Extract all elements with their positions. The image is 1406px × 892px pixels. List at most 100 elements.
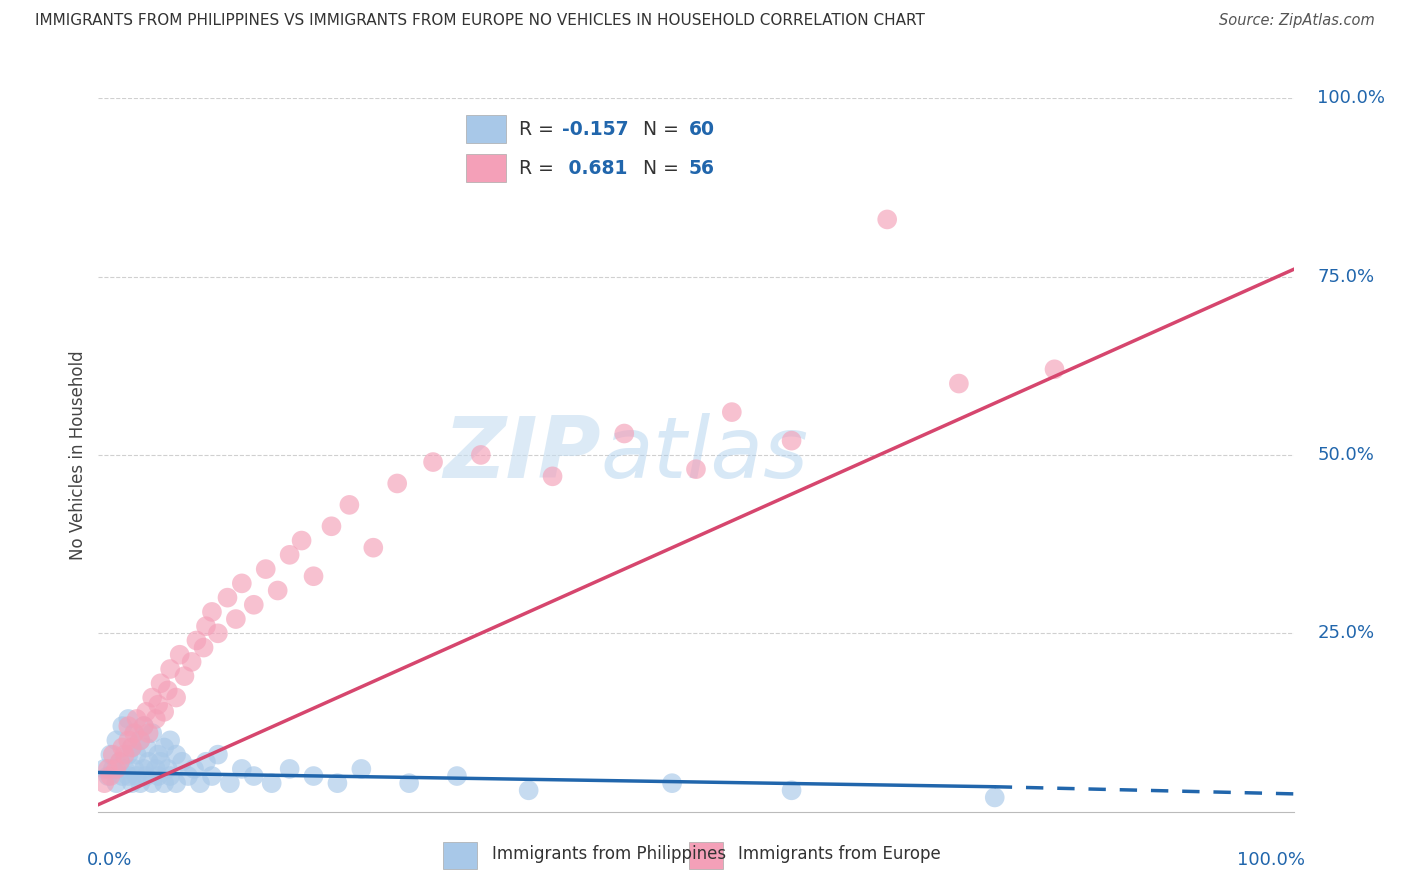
Point (302, 769, 325, 783)
Point (165, 747, 187, 762)
Text: 0.0%: 0.0% (87, 851, 132, 869)
Point (121, 776, 143, 790)
Point (93, 776, 115, 790)
Point (780, 783, 803, 797)
Bar (443, 842, 478, 869)
Point (132, 719, 155, 733)
Point (124, 762, 146, 776)
Point (159, 662, 181, 676)
Text: R =: R = (519, 159, 560, 178)
Point (398, 776, 420, 790)
Point (111, 740, 134, 755)
Text: atlas: atlas (600, 413, 808, 497)
Point (105, 762, 128, 776)
Text: 0.681: 0.681 (562, 159, 627, 178)
Point (173, 669, 195, 683)
Point (169, 648, 191, 662)
Point (141, 776, 163, 790)
Point (114, 747, 136, 762)
Point (385, 476, 409, 491)
Point (101, 747, 124, 762)
Point (217, 591, 239, 605)
Point (219, 776, 242, 790)
Point (326, 776, 349, 790)
Point (125, 712, 148, 726)
Point (138, 726, 160, 740)
Point (129, 776, 152, 790)
Point (105, 733, 128, 747)
Point (780, 434, 803, 448)
Point (188, 776, 211, 790)
Point (111, 719, 134, 733)
Point (983, 790, 1005, 805)
Point (141, 726, 163, 740)
Point (125, 769, 148, 783)
Point (111, 769, 134, 783)
Point (613, 426, 636, 441)
Bar (689, 842, 724, 869)
Point (267, 583, 290, 598)
Text: R =: R = (519, 120, 560, 138)
Point (124, 726, 146, 740)
Text: ZIP: ZIP (443, 413, 600, 497)
Point (194, 619, 217, 633)
Point (148, 769, 170, 783)
Text: 60: 60 (689, 120, 714, 138)
Point (685, 462, 707, 476)
Point (207, 626, 229, 640)
Point (153, 705, 176, 719)
Text: Immigrants from Europe: Immigrants from Europe (738, 845, 941, 863)
Point (117, 747, 139, 762)
Point (93, 762, 115, 776)
Point (302, 569, 325, 583)
Point (186, 633, 208, 648)
Point (180, 655, 202, 669)
Point (350, 762, 373, 776)
Point (124, 726, 146, 740)
Text: -0.157: -0.157 (562, 120, 628, 138)
Point (98, 769, 122, 783)
Point (117, 733, 139, 747)
Point (201, 605, 224, 619)
Point (470, 448, 492, 462)
Point (101, 762, 124, 776)
Point (278, 762, 301, 776)
Point (254, 562, 277, 576)
Point (661, 776, 683, 790)
Point (156, 683, 179, 698)
Point (108, 755, 131, 769)
Point (290, 533, 312, 548)
Point (145, 762, 167, 776)
Point (243, 598, 266, 612)
Point (121, 740, 143, 755)
Point (159, 769, 181, 783)
Point (321, 519, 343, 533)
Point (517, 783, 540, 797)
Point (193, 640, 215, 655)
Bar (467, 154, 506, 183)
Point (159, 733, 181, 747)
Point (177, 769, 200, 783)
Point (135, 740, 157, 755)
Point (278, 548, 301, 562)
Point (153, 740, 176, 755)
Point (446, 769, 468, 783)
Point (207, 747, 229, 762)
Point (194, 755, 217, 769)
Point (135, 769, 157, 783)
Point (105, 776, 128, 790)
Point (121, 740, 143, 755)
Text: 75.0%: 75.0% (1317, 268, 1375, 285)
Point (948, 376, 970, 391)
Point (165, 690, 187, 705)
Point (97, 769, 120, 783)
Text: 100.0%: 100.0% (1237, 851, 1305, 869)
Point (117, 712, 139, 726)
Text: IMMIGRANTS FROM PHILIPPINES VS IMMIGRANTS FROM EUROPE NO VEHICLES IN HOUSEHOLD C: IMMIGRANTS FROM PHILIPPINES VS IMMIGRANT… (35, 13, 925, 29)
Point (108, 755, 131, 769)
Point (97, 762, 120, 776)
Point (183, 762, 205, 776)
Text: 50.0%: 50.0% (1317, 446, 1374, 464)
Y-axis label: No Vehicles in Household: No Vehicles in Household (69, 350, 87, 560)
Point (114, 762, 136, 776)
